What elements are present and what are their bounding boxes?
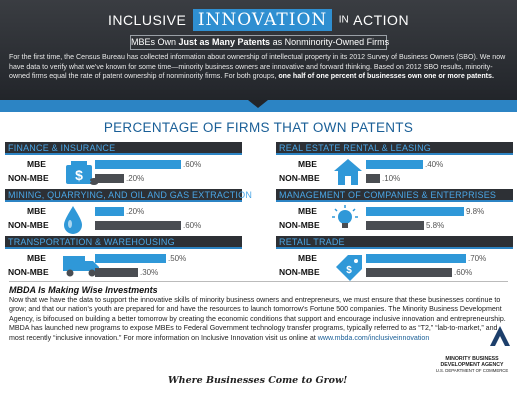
nonmbe-row-label: NON-MBE <box>8 220 49 230</box>
panel-title: MINING, QUARRYING, AND OIL AND GAS EXTRA… <box>8 190 253 200</box>
nonmbe-bar <box>95 268 138 277</box>
mbda-logo-icon <box>490 326 510 346</box>
footer-title: MBDA Is Making Wise Investments <box>9 285 158 295</box>
svg-text:$: $ <box>346 265 352 276</box>
nonmbe-row-label: NON-MBE <box>8 267 49 277</box>
nonmbe-value-label: .20% <box>126 174 145 183</box>
money-bag-icon: $ <box>61 157 99 192</box>
subtitle: MBEs Own Just as Many Patents as Nonmino… <box>130 35 390 50</box>
mbe-row-label: MBE <box>27 159 46 169</box>
footer-text: Now that we have the data to support the… <box>9 296 506 342</box>
header-banner: Inclusive Innovation in Action MBEs Own … <box>0 0 517 100</box>
nonmbe-bar <box>366 268 452 277</box>
chart-title: PERCENTAGE OF FIRMS THAT OWN PATENTS <box>103 120 414 135</box>
mbe-row-label: MBE <box>27 253 46 263</box>
mbe-value-label: .40% <box>425 160 444 169</box>
mbe-value-label: .70% <box>468 254 487 263</box>
agency-line-2: DEVELOPMENT AGENCY <box>440 362 504 368</box>
intro-text: For the first time, the Census Bureau ha… <box>9 53 506 81</box>
panel-title: RETAIL TRADE <box>279 237 345 247</box>
title-part-4: Action <box>353 12 410 28</box>
agency-line-1: MINORITY BUSINESS <box>445 356 499 362</box>
panel-header: MANAGEMENT OF COMPANIES & ENTERPRISES <box>276 189 513 202</box>
mbe-row-label: MBE <box>27 206 46 216</box>
mbe-row-label: MBE <box>298 159 317 169</box>
intro-bold: one half of one percent of businesses ow… <box>278 72 494 81</box>
nonmbe-row-label: NON-MBE <box>279 267 320 277</box>
nonmbe-bar <box>366 221 424 230</box>
price-tag-icon: $ <box>332 251 368 288</box>
mbe-value-label: .60% <box>183 160 202 169</box>
panel-header: MINING, QUARRYING, AND OIL AND GAS EXTRA… <box>5 189 252 202</box>
oil-drop-icon <box>61 204 85 239</box>
panel-header: REAL ESTATE RENTAL & LEASING <box>276 142 513 155</box>
nonmbe-value-label: .60% <box>454 268 473 277</box>
intro-paragraph: For the first time, the Census Bureau ha… <box>9 53 509 82</box>
nonmbe-bar <box>95 174 124 183</box>
agency-name: MINORITY BUSINESS DEVELOPMENT AGENCY U.S… <box>432 356 512 374</box>
chart-panel: MANAGEMENT OF COMPANIES & ENTERPRISES MBE… <box>276 189 513 239</box>
chart-panel: TRANSPORTATION & WAREHOUSING MBE .50% NON-M… <box>5 236 242 286</box>
mbe-bar <box>366 160 423 169</box>
tagline: Where Businesses Come to Grow! <box>168 375 348 386</box>
subtitle-post: as Nonminority-Owned Firms <box>272 37 390 47</box>
nonmbe-bar <box>366 174 380 183</box>
chart-panel: RETAIL TRADE $ MBE .70% NON-MBE .60% <box>276 236 513 286</box>
mbe-row-label: MBE <box>298 253 317 263</box>
mbe-bar <box>366 207 464 216</box>
panel-title: REAL ESTATE RENTAL & LEASING <box>279 143 431 153</box>
nonmbe-row-label: NON-MBE <box>279 220 320 230</box>
page-title: Inclusive Innovation in Action <box>0 9 517 31</box>
mbe-bar <box>95 254 166 263</box>
panel-title: MANAGEMENT OF COMPANIES & ENTERPRISES <box>279 190 497 200</box>
nonmbe-value-label: .60% <box>183 221 202 230</box>
section-divider-band <box>0 100 517 112</box>
house-icon <box>332 157 364 192</box>
footer-paragraph: Now that we have the data to support the… <box>9 296 509 343</box>
mbe-value-label: .50% <box>168 254 187 263</box>
footer-divider <box>9 281 508 282</box>
mbe-value-label: 9.8% <box>466 207 485 216</box>
svg-text:$: $ <box>75 167 83 183</box>
nonmbe-value-label: 5.8% <box>426 221 445 230</box>
panel-title: FINANCE & INSURANCE <box>8 143 116 153</box>
panel-header: FINANCE & INSURANCE <box>5 142 242 155</box>
mbe-bar <box>95 160 181 169</box>
panel-header: TRANSPORTATION & WAREHOUSING <box>5 236 242 249</box>
panel-header: RETAIL TRADE <box>276 236 513 249</box>
agency-line-3: U.S. DEPARTMENT OF COMMERCE <box>435 368 509 373</box>
subtitle-bold: Just as Many Patents <box>178 37 271 47</box>
mbe-value-label: .20% <box>126 207 145 216</box>
nonmbe-value-label: .10% <box>382 174 401 183</box>
nonmbe-row-label: NON-MBE <box>279 173 320 183</box>
footer-link[interactable]: www.mbda.com/inclusiveinnovation <box>317 333 430 342</box>
subtitle-pre: MBEs Own <box>131 37 177 47</box>
mbe-bar <box>366 254 466 263</box>
title-part-2: Innovation <box>192 9 333 31</box>
nonmbe-value-label: .30% <box>140 268 159 277</box>
nonmbe-bar <box>95 221 181 230</box>
chart-panel: FINANCE & INSURANCE $ MBE .60% NON-MBE .20% <box>5 142 242 192</box>
title-part-3: in <box>338 14 349 26</box>
mbe-row-label: MBE <box>298 206 317 216</box>
panel-title: TRANSPORTATION & WAREHOUSING <box>8 237 175 247</box>
chart-panel: MINING, QUARRYING, AND OIL AND GAS EXTRA… <box>5 189 252 239</box>
nonmbe-row-label: NON-MBE <box>8 173 49 183</box>
title-part-1: Inclusive <box>107 12 187 28</box>
mbe-bar <box>95 207 124 216</box>
chart-panel: REAL ESTATE RENTAL & LEASING MBE .40% NON-M… <box>276 142 513 192</box>
lightbulb-icon <box>332 204 358 241</box>
